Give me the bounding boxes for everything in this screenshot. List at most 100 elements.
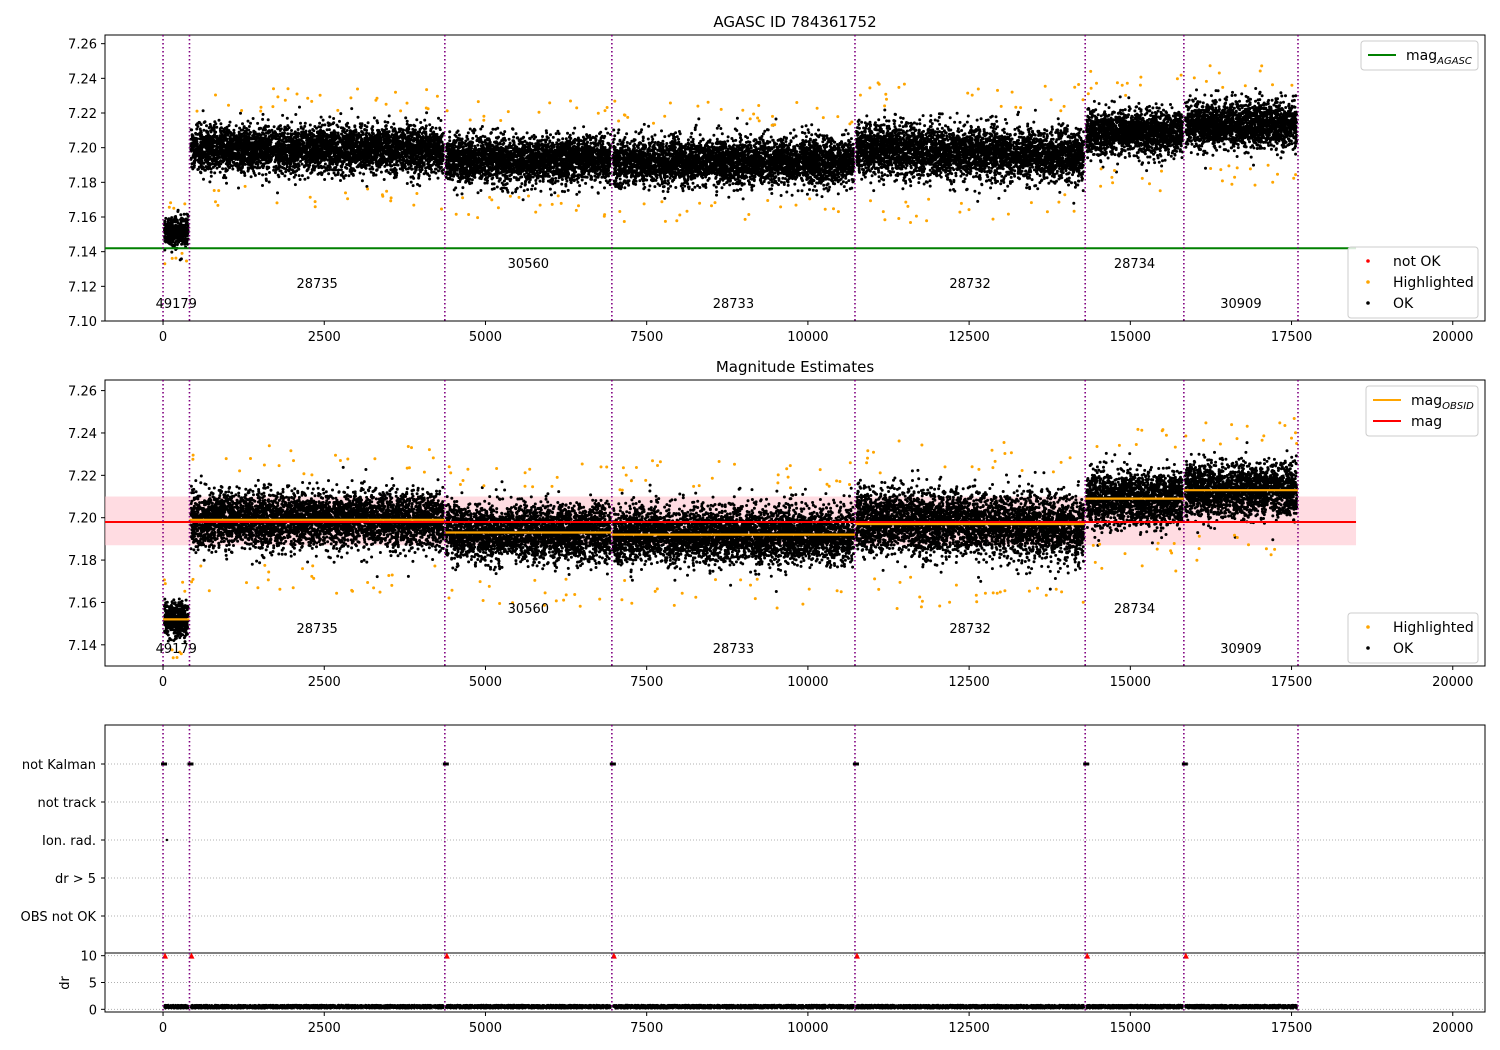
obsid-label: 30560	[508, 257, 549, 272]
not-kalman-marks	[1083, 762, 1090, 766]
y-tick-label: 7.18	[68, 554, 97, 569]
obsid-label: 28732	[949, 622, 990, 637]
y-tick-label: 7.24	[68, 427, 97, 442]
legend-box	[1347, 246, 1479, 319]
flag-label: dr > 5	[55, 872, 96, 887]
y-tick-label: 7.20	[68, 142, 97, 157]
x-tick-label: 5000	[469, 330, 502, 345]
obsid-label: 30909	[1220, 642, 1261, 657]
magnitude-estimates-panel: Magnitude Estimates 49179 28735 30560 28733…	[68, 358, 1486, 690]
flag-label: Ion. rad.	[42, 834, 96, 849]
legend-marker-swatch	[1366, 646, 1370, 650]
agasc-magnitude-panel: AGASC ID 784361752 49179 28735 30560 28733 2…	[68, 13, 1486, 345]
legend-label: OK	[1393, 641, 1414, 657]
x-tick-label: 15000	[1110, 330, 1151, 345]
obsid-label: 28734	[1114, 602, 1155, 617]
x-tick-label: 12500	[948, 675, 989, 690]
obsid-label: 28733	[713, 297, 754, 312]
y-tick-label: 7.18	[68, 176, 97, 191]
y-tick-label: 5	[89, 977, 97, 992]
panel1-axes	[104, 34, 1486, 322]
x-tick-label: 15000	[1110, 1021, 1151, 1036]
y-tick-label: 7.26	[68, 38, 97, 53]
flag-label: OBS not OK	[21, 910, 97, 925]
y-tick-label: 10	[80, 950, 97, 965]
x-tick-label: 7500	[630, 675, 663, 690]
y-tick-label: 7.16	[68, 596, 97, 611]
y-tick-label: 7.22	[68, 107, 97, 122]
not-kalman-marks	[187, 762, 194, 766]
x-tick-label: 0	[159, 330, 167, 345]
flags-axes	[104, 724, 1486, 954]
not-kalman-marks	[442, 762, 449, 766]
x-tick-label: 5000	[469, 675, 502, 690]
legend-box	[1360, 40, 1479, 71]
panel1-title: AGASC ID 784361752	[713, 13, 876, 31]
x-tick-label: 7500	[630, 1021, 663, 1036]
y-tick-label: 7.22	[68, 469, 97, 484]
legend-label: OK	[1393, 296, 1414, 312]
x-tick-label: 20000	[1432, 330, 1473, 345]
y-tick-label: 7.24	[68, 72, 97, 87]
legend-label: Highlighted	[1393, 275, 1474, 291]
legend-box	[1365, 385, 1479, 437]
y-tick-label: 0	[89, 1003, 97, 1018]
y-tick-label: 7.14	[68, 246, 97, 261]
x-tick-label: 17500	[1271, 1021, 1312, 1036]
x-tick-label: 17500	[1271, 330, 1312, 345]
obsid-label: 49179	[156, 642, 197, 657]
not-kalman-marks	[609, 762, 616, 766]
obsid-label: 28735	[296, 622, 337, 637]
flags-panel: not Kalman not track Ion. rad. dr > 5 OBS no…	[21, 724, 1486, 954]
obsid-label: 28732	[949, 277, 990, 292]
dr-panel: dr 0 5 10 0 2500 5000 7500 10000 12500 15000 17500…	[58, 950, 1486, 1036]
legend-marker-swatch	[1366, 280, 1370, 284]
y-tick-label: 7.12	[68, 280, 97, 295]
legend-marker-swatch	[1366, 301, 1370, 305]
obsid-label: 49179	[156, 297, 197, 312]
ok-points	[162, 87, 1299, 262]
not-kalman-marks	[161, 762, 168, 766]
legend-box	[1347, 612, 1479, 664]
panel2-title: Magnitude Estimates	[716, 358, 874, 376]
x-tick-label: 17500	[1271, 675, 1312, 690]
x-tick-label: 10000	[787, 675, 828, 690]
highlighted-points	[163, 64, 1298, 266]
x-tick-label: 2500	[308, 675, 341, 690]
not-kalman-marks	[852, 762, 859, 766]
x-tick-label: 15000	[1110, 675, 1151, 690]
y-tick-label: 7.20	[68, 512, 97, 527]
x-tick-label: 0	[159, 675, 167, 690]
legend-label: mag	[1411, 414, 1442, 430]
flag-label: not track	[37, 796, 96, 811]
x-tick-label: 20000	[1432, 675, 1473, 690]
obsid-label: 28733	[713, 642, 754, 657]
not-kalman-marks	[1181, 762, 1188, 766]
x-tick-label: 5000	[469, 1021, 502, 1036]
x-tick-label: 0	[159, 1021, 167, 1036]
highlighted-points	[162, 417, 1299, 660]
x-tick-label: 12500	[948, 1021, 989, 1036]
x-tick-label: 12500	[948, 330, 989, 345]
ion-rad-mark	[165, 838, 169, 842]
y-tick-label: 7.14	[68, 639, 97, 654]
obsid-label: 28735	[296, 277, 337, 292]
obsid-label: 28734	[1114, 257, 1155, 272]
dr-points	[163, 1003, 1298, 1010]
dr-axis-label: dr	[58, 976, 73, 990]
flag-label: not Kalman	[22, 758, 96, 773]
legend-label: Highlighted	[1393, 620, 1474, 636]
obsid-label: 30560	[508, 602, 549, 617]
legend-marker-swatch	[1366, 259, 1370, 263]
x-tick-label: 20000	[1432, 1021, 1473, 1036]
x-tick-label: 2500	[308, 1021, 341, 1036]
x-tick-label: 2500	[308, 330, 341, 345]
y-tick-label: 7.26	[68, 385, 97, 400]
x-tick-label: 10000	[787, 1021, 828, 1036]
y-tick-label: 7.16	[68, 211, 97, 226]
x-tick-label: 10000	[787, 330, 828, 345]
legend-label: not OK	[1393, 254, 1441, 270]
y-tick-label: 7.10	[68, 315, 97, 330]
obsid-label: 30909	[1220, 297, 1261, 312]
